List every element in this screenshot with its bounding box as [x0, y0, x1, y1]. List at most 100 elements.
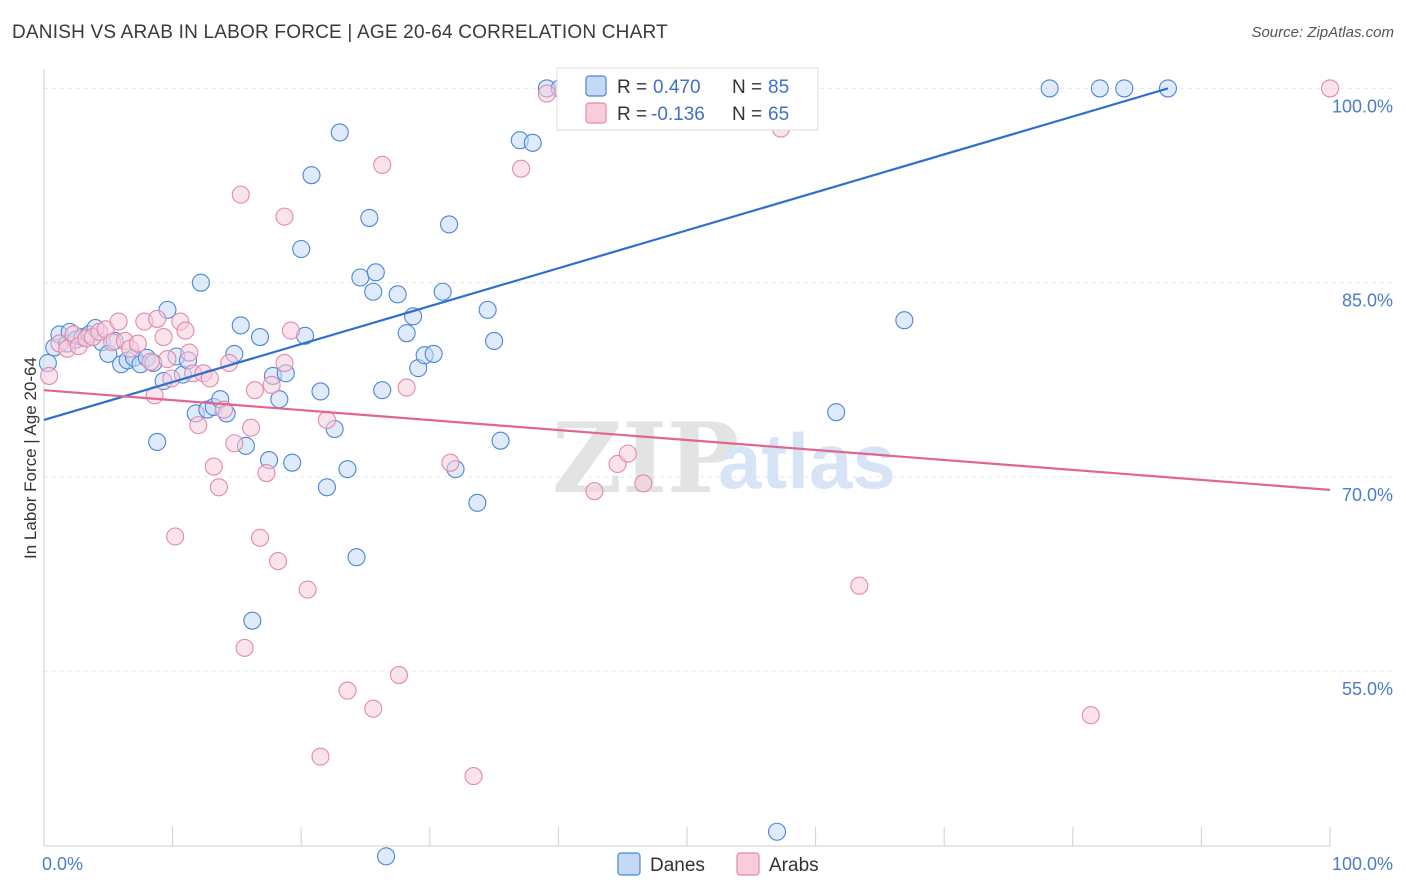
x-tick-labels: 0.0% 100.0%	[42, 854, 1393, 874]
chart-title: DANISH VS ARAB IN LABOR FORCE | AGE 20-6…	[12, 22, 668, 43]
danes-point	[827, 403, 846, 422]
arabs-point	[850, 576, 869, 595]
arabs-n-value: 65	[768, 104, 789, 125]
danes-point	[347, 548, 366, 567]
danes-point	[250, 328, 270, 347]
chart-source: Source: ZipAtlas.com	[1251, 24, 1394, 41]
danes-point	[397, 324, 416, 343]
series-legend: Danes Arabs	[617, 852, 819, 876]
arabs-point	[225, 434, 244, 453]
danes-point	[148, 432, 167, 452]
danes-point	[433, 282, 452, 301]
danes-point	[491, 431, 510, 450]
arabs-point	[148, 309, 167, 328]
arabs-point	[109, 312, 128, 331]
danes-point	[302, 166, 321, 185]
danes-point	[1040, 79, 1059, 98]
danes-point	[485, 331, 504, 351]
arabs-legend-label: Arabs	[769, 855, 819, 876]
arabs-r-label: R =	[617, 104, 647, 125]
grid-lines	[44, 87, 1392, 672]
arabs-trend-line	[43, 389, 1331, 491]
danes-point	[424, 344, 443, 363]
danes-point	[351, 268, 370, 287]
trend-lines	[43, 87, 1331, 491]
arabs-point	[166, 527, 185, 546]
arabs-point	[257, 463, 276, 483]
danes-r-value: 0.470	[653, 77, 701, 98]
danes-point	[373, 381, 392, 400]
arabs-point	[128, 334, 147, 353]
y-tick-label: 55.0%	[1342, 679, 1393, 699]
arabs-point	[275, 353, 294, 373]
arabs-point	[618, 444, 637, 463]
axes	[43, 69, 1331, 847]
danes-point	[364, 282, 383, 301]
danes-bottom-swatch	[617, 852, 641, 876]
y-tick-label: 85.0%	[1342, 291, 1393, 311]
arabs-point	[231, 185, 250, 204]
danes-point	[231, 316, 250, 335]
arabs-point	[585, 482, 604, 501]
arabs-point	[464, 767, 483, 786]
danes-point	[767, 822, 787, 841]
arabs-point	[141, 352, 160, 371]
arabs-point	[204, 457, 223, 476]
danes-point	[330, 123, 349, 142]
x-tick-label-max: 100.0%	[1332, 854, 1393, 874]
danes-point	[243, 611, 262, 630]
danes-point	[360, 208, 379, 227]
danes-n-label: N =	[732, 77, 762, 98]
arabs-point	[281, 321, 300, 340]
arabs-point	[245, 381, 264, 400]
watermark: ZIP atlas	[552, 402, 896, 515]
arabs-r-value: -0.136	[651, 104, 705, 125]
arabs-point	[275, 207, 294, 226]
y-tick-labels: 100.0% 85.0% 70.0% 55.0%	[1332, 96, 1393, 699]
arabs-point	[235, 638, 254, 657]
arabs-point	[317, 410, 336, 429]
danes-point	[523, 133, 542, 152]
arabs-point	[269, 552, 288, 571]
danes-point	[292, 239, 311, 259]
y-tick-label: 70.0%	[1342, 485, 1393, 505]
arabs-points	[40, 79, 1340, 786]
arabs-n-label: N =	[732, 104, 762, 125]
danes-legend-label: Danes	[650, 855, 705, 876]
arabs-point	[189, 416, 208, 435]
arabs-point	[338, 681, 357, 700]
arabs-point	[311, 747, 330, 766]
danes-point	[1115, 79, 1134, 98]
danes-point	[478, 300, 497, 319]
arabs-point	[209, 478, 228, 497]
arabs-legend-swatch	[585, 102, 607, 124]
arabs-point	[634, 474, 653, 493]
arabs-point	[180, 343, 199, 362]
arabs-bottom-swatch	[736, 852, 760, 876]
danes-r-label: R =	[617, 77, 647, 98]
danes-point	[311, 382, 330, 401]
danes-point	[895, 311, 914, 330]
danes-point	[440, 215, 459, 234]
danes-point	[283, 453, 302, 472]
danes-trend-line	[43, 87, 1169, 422]
arabs-point	[364, 699, 383, 718]
danes-point	[191, 273, 210, 292]
danes-point	[468, 493, 487, 512]
danes-point	[1090, 79, 1109, 98]
arabs-point	[158, 350, 177, 369]
watermark-zip: ZIP	[552, 402, 739, 515]
stats-legend: R = 0.470 N = 85 R = -0.136 N = 65	[556, 67, 819, 131]
y-tick-label: 100.0%	[1332, 96, 1393, 116]
danes-point	[338, 460, 357, 479]
danes-point	[388, 285, 407, 304]
arabs-point	[250, 528, 270, 547]
x-tick-label-min: 0.0%	[42, 854, 83, 874]
arabs-point	[537, 84, 556, 103]
arabs-point	[1081, 706, 1100, 725]
y-axis-label: In Labor Force | Age 20-64	[21, 357, 40, 559]
arabs-point	[389, 666, 408, 685]
danes-point	[317, 478, 336, 497]
danes-point	[377, 847, 396, 866]
